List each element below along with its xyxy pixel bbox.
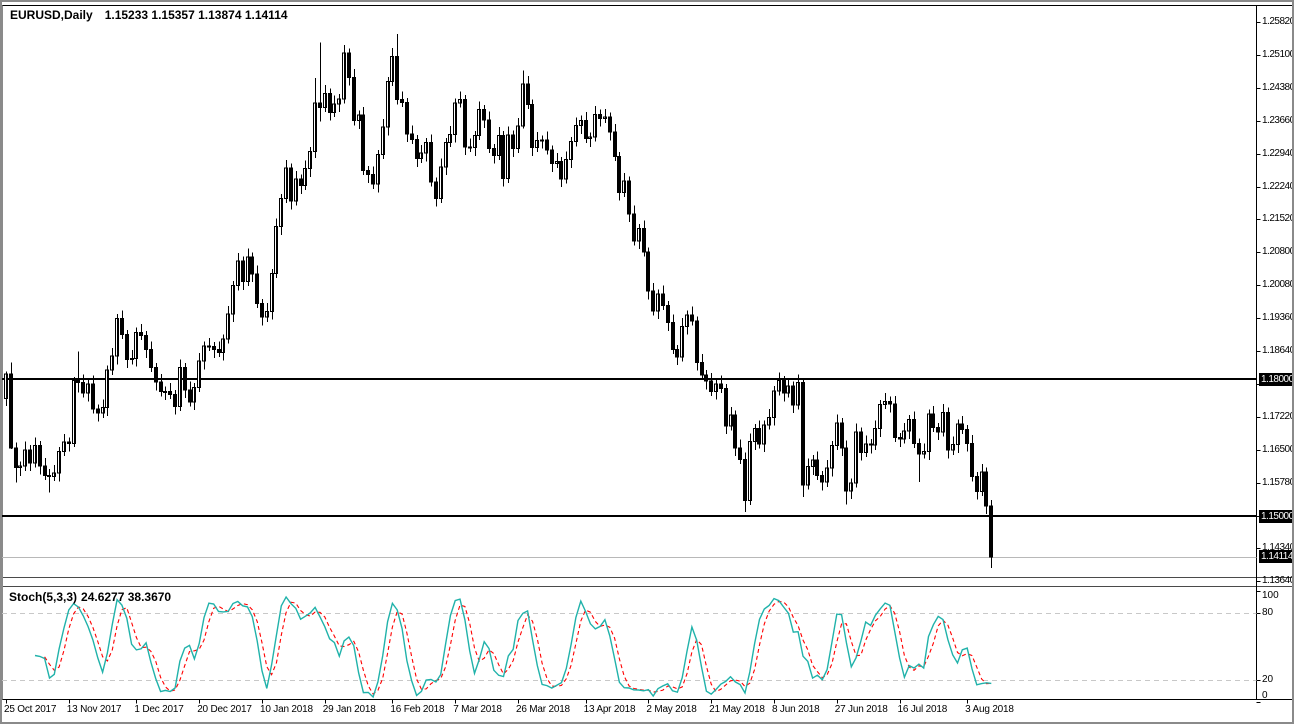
date-axis-label: 13 Nov 2017	[66, 704, 122, 715]
price-level-tag: 1.18000	[1259, 372, 1292, 386]
symbol-period-label: EURUSD,Daily	[10, 8, 93, 22]
price-axis-label: 1.22940	[1262, 147, 1294, 159]
date-axis-label: 16 Feb 2018	[390, 704, 445, 715]
stoch-name-label: Stoch(5,3,3)	[9, 590, 78, 604]
chart-title: EURUSD,Daily 1.15233 1.15357 1.13874 1.14…	[10, 8, 288, 22]
price-level-tag: 1.15000	[1259, 509, 1292, 523]
date-axis-label: 27 Jun 2018	[834, 704, 888, 715]
date-axis-label: 3 Aug 2018	[965, 704, 1014, 715]
price-axis-label: 1.20080	[1262, 279, 1294, 291]
date-axis-label: 25 Oct 2017	[4, 704, 57, 715]
date-axis-label: 29 Jan 2018	[322, 704, 376, 715]
date-axis-label: 16 Jul 2018	[897, 704, 948, 715]
price-axis-label: 1.23660	[1262, 114, 1294, 126]
date-axis-label: 26 Mar 2018	[515, 704, 570, 715]
stoch-indicator-label: Stoch(5,3,3) 24.6277 38.3670	[9, 590, 171, 604]
price-axis-label: 1.25100	[1262, 48, 1294, 60]
date-axis-label: 8 Jun 2018	[771, 704, 820, 715]
price-axis-label: 1.17220	[1262, 410, 1294, 422]
stoch-main-line	[34, 595, 992, 699]
price-axis-label: 1.25820	[1262, 16, 1294, 27]
price-axis-label: 1.18640	[1262, 345, 1294, 357]
date-axis-label: 20 Dec 2017	[197, 704, 252, 715]
date-axis-label: 2 May 2018	[646, 704, 697, 715]
date-axis-label: 13 Apr 2018	[583, 704, 636, 715]
date-axis-label: 10 Jan 2018	[259, 704, 313, 715]
price-axis-label: 1.13640	[1262, 575, 1294, 587]
stoch-axis-label: 20	[1262, 673, 1274, 685]
ohlc-values-label: 1.15233 1.15357 1.13874 1.14114	[104, 8, 288, 22]
date-axis-label: 7 Mar 2018	[453, 704, 502, 715]
price-axis-label: 1.24380	[1262, 81, 1294, 93]
price-axis-label: 1.20800	[1262, 246, 1294, 258]
price-axis-label: 1.22240	[1262, 180, 1294, 192]
price-axis-label: 1.14340	[1262, 542, 1294, 554]
stoch-axis-label: 100	[1262, 589, 1279, 601]
price-axis-label: 1.16500	[1262, 443, 1294, 455]
date-axis-label: 1 Dec 2017	[134, 704, 184, 715]
stoch-values-label: 24.6277 38.3670	[81, 590, 172, 604]
price-axis-label: 1.19360	[1262, 312, 1294, 324]
stoch-axis-label: 0	[1262, 689, 1268, 701]
price-axis-label: 1.15780	[1262, 476, 1294, 488]
stoch-layer	[34, 595, 992, 699]
stoch-axis-label: 80	[1262, 607, 1274, 619]
date-axis-label: 21 May 2018	[709, 704, 765, 715]
price-axis-label: 1.21520	[1262, 213, 1294, 225]
candles-layer	[4, 52, 993, 558]
current-price-tag: 1.14114	[1259, 550, 1292, 564]
